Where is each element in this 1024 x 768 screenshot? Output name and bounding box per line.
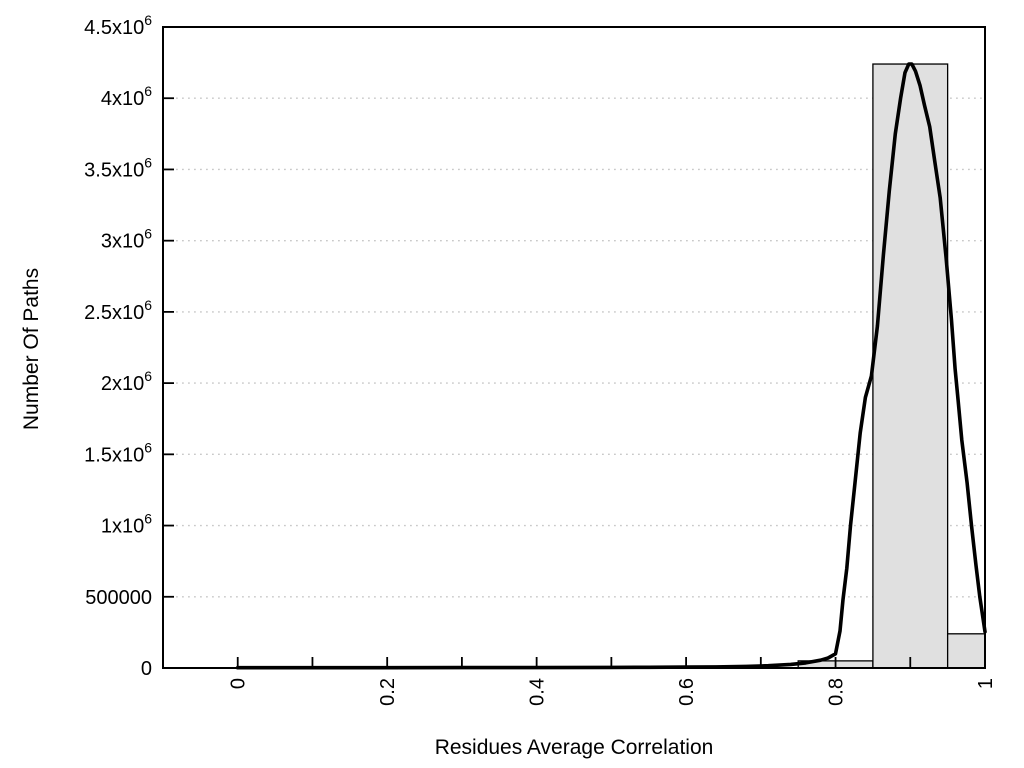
x-tick-label: 0.4 — [527, 678, 549, 706]
histogram-bar — [872, 63, 949, 669]
y-tick-label: 1.5x106 — [84, 439, 152, 466]
y-tick-label: 2x106 — [101, 368, 152, 395]
histogram-bar — [946, 633, 986, 669]
x-tick-label: 0.2 — [377, 678, 399, 706]
x-axis-title: Residues Average Correlation — [434, 736, 714, 759]
x-tick-label: 0 — [228, 678, 250, 689]
y-tick-label: 2.5x106 — [84, 297, 152, 324]
plot-border — [162, 26, 986, 669]
x-tick-label: 0.8 — [826, 678, 848, 706]
fit-curve — [235, 62, 987, 670]
y-tick-label: 4.5x106 — [84, 12, 152, 39]
y-tick-label: 3x106 — [101, 226, 152, 253]
x-tick-label: 0.6 — [676, 678, 698, 706]
y-tick-label: 1x106 — [101, 511, 152, 538]
y-axis-title: Number Of Paths — [20, 267, 43, 431]
y-tick-label: 3.5x106 — [84, 154, 152, 181]
x-tick-label: 1 — [975, 678, 997, 689]
y-tick-label: 500000 — [85, 587, 152, 609]
y-tick-label: 4x106 — [101, 83, 152, 110]
y-tick-label: 0 — [141, 658, 152, 680]
